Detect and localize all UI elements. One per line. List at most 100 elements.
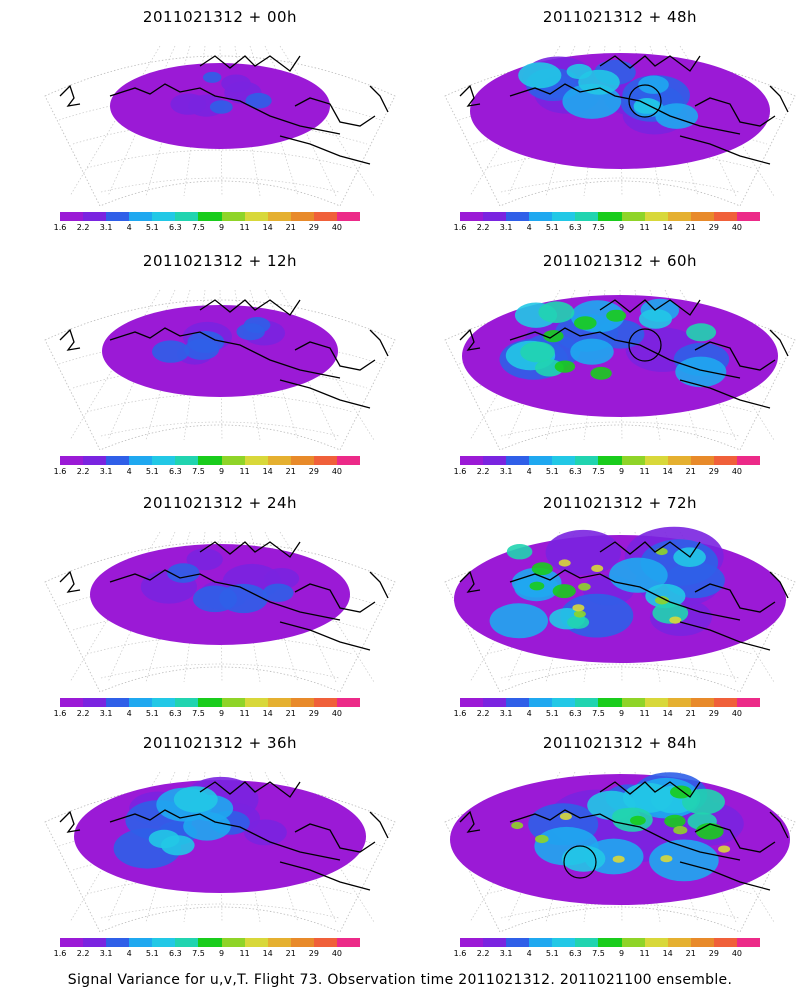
- colorbar-label: 5.1: [145, 949, 159, 958]
- colorbar-label: 4: [126, 709, 132, 718]
- coastline: [294, 97, 376, 127]
- colorbar-swatch: [736, 212, 761, 221]
- colorbar-label: 21: [285, 949, 296, 958]
- colorbar-label: 6.3: [169, 467, 182, 476]
- meridian-line: [507, 289, 576, 441]
- colorbar-swatch: [313, 212, 337, 221]
- variance-region: [574, 316, 597, 330]
- coastline: [199, 299, 301, 316]
- latitude-line: [500, 421, 740, 437]
- variance-region: [675, 356, 727, 388]
- colorbar-swatch: [598, 212, 622, 221]
- map-domain-outline: [444, 299, 796, 450]
- coastline: [59, 328, 81, 351]
- variance-field: [74, 776, 366, 893]
- colorbar-swatch: [198, 698, 222, 707]
- variance-region: [570, 338, 614, 365]
- colorbar-label: 9: [218, 949, 225, 958]
- colorbar-swatch: [221, 698, 245, 707]
- colorbar-swatch: [313, 698, 337, 707]
- meridian-line: [107, 531, 176, 683]
- variance-field: [90, 544, 350, 645]
- colorbar-label: 14: [662, 467, 673, 476]
- colorbar-labels: 1.6 2.2 3.1 4 5.1 6.3 7.5 9 11 14 21 29 40: [454, 467, 760, 479]
- colorbar-swatch: [106, 456, 130, 465]
- colorbar-swatch: [244, 212, 268, 221]
- coastline: [109, 83, 341, 135]
- map-domain-outline: [444, 55, 796, 206]
- colorbar-label: 3.1: [499, 949, 513, 958]
- variance-region: [669, 616, 682, 624]
- variance-region: [682, 788, 725, 815]
- colorbar-swatch: [644, 938, 668, 947]
- colorbar-label: 6.3: [569, 467, 582, 476]
- colorbar-swatch: [106, 938, 130, 947]
- colorbar-swatch: [713, 938, 737, 947]
- colorbar-swatch: [483, 212, 507, 221]
- variance-region: [633, 98, 660, 114]
- colorbar-swatch: [336, 456, 361, 465]
- colorbar-swatch: [690, 938, 714, 947]
- colorbar-swatch: [552, 698, 576, 707]
- colorbar-swatch: [483, 698, 507, 707]
- colorbar-label: 1.6: [53, 223, 67, 232]
- coastline: [679, 861, 771, 891]
- colorbar-swatch: [483, 938, 507, 947]
- colorbar-label: 5.1: [145, 709, 159, 718]
- variance-region: [511, 821, 524, 830]
- polar-map: [44, 771, 396, 932]
- colorbar-label: 1.6: [453, 467, 467, 476]
- variance-region: [520, 341, 555, 363]
- map-domain-outline: [44, 299, 396, 450]
- colorbar-label: 3.1: [99, 709, 113, 718]
- colorbar-swatch: [621, 212, 645, 221]
- colorbar-label: 21: [685, 709, 696, 718]
- colorbar-swatches: [60, 456, 361, 465]
- coastline: [59, 570, 81, 593]
- colorbar-label: 29: [708, 467, 719, 476]
- map-domain-outline: [44, 781, 396, 932]
- colorbar-swatch: [598, 698, 622, 707]
- variance-region: [535, 834, 549, 844]
- colorbar-label: 21: [285, 709, 296, 718]
- colorbar: 1.6 2.2 3.1 4 5.1 6.3 7.5 9 11 14 21 29 40: [54, 456, 361, 482]
- colorbar-label: 4: [526, 709, 532, 718]
- colorbar-swatch: [644, 212, 668, 221]
- colorbar-swatch: [175, 456, 199, 465]
- colorbar-swatch: [313, 938, 337, 947]
- colorbar-swatch: [575, 456, 599, 465]
- map-panel: 2011021312 + 48h 1.6 2.2 3.1 4 5.1 6.3 7.5 9 11 14…: [440, 8, 800, 238]
- colorbar-swatch: [267, 938, 291, 947]
- coastline: [279, 135, 371, 165]
- variance-region: [173, 786, 218, 813]
- colorbar-swatch: [336, 698, 361, 707]
- map-domain-outline: [444, 541, 796, 692]
- coastline: [509, 809, 741, 861]
- variance-region: [192, 585, 238, 613]
- variance-region: [531, 562, 553, 576]
- colorbar-swatch: [506, 456, 530, 465]
- colorbar-swatch: [483, 456, 507, 465]
- variance-region: [167, 563, 200, 583]
- coastline: [109, 569, 341, 621]
- latitude-line: [500, 903, 740, 919]
- variance-region: [152, 340, 190, 363]
- latitude-line: [72, 121, 368, 145]
- variance-region: [489, 603, 548, 639]
- colorbar-swatch: [460, 698, 484, 707]
- colorbar-swatch: [152, 698, 176, 707]
- variance-region: [538, 301, 575, 323]
- colorbar-label: 29: [708, 709, 719, 718]
- panel-title: 2011021312 + 60h: [542, 252, 698, 270]
- colorbar-swatch: [644, 698, 668, 707]
- colorbar-swatch: [552, 938, 576, 947]
- coastline: [279, 861, 371, 891]
- panel-title: 2011021312 + 72h: [542, 494, 698, 512]
- coastline: [679, 621, 771, 651]
- colorbar-label: 21: [285, 223, 296, 232]
- colorbar-label: 3.1: [499, 709, 513, 718]
- colorbar-swatch: [506, 698, 530, 707]
- colorbar-label: 1.6: [53, 467, 67, 476]
- colorbar-labels: 1.6 2.2 3.1 4 5.1 6.3 7.5 9 11 14 21 29 40: [454, 223, 760, 235]
- colorbar-label: 29: [308, 223, 319, 232]
